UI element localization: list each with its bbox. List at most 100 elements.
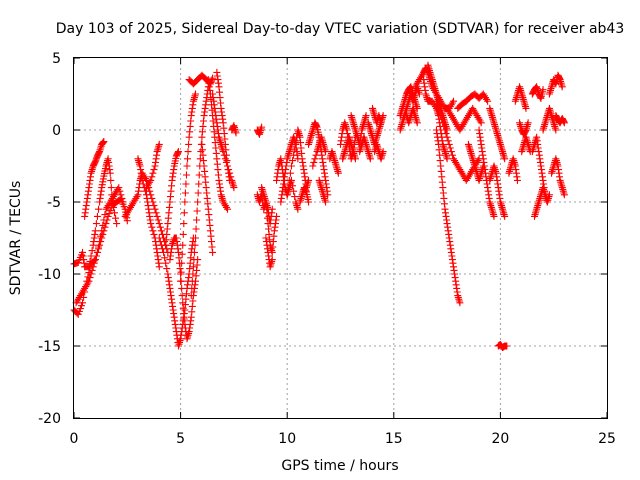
data-point bbox=[148, 223, 156, 231]
data-point bbox=[268, 256, 276, 264]
series-arc-62 bbox=[548, 155, 568, 199]
data-point bbox=[91, 256, 99, 264]
data-point bbox=[116, 187, 124, 195]
data-point bbox=[178, 250, 186, 258]
series-arc-49 bbox=[475, 126, 498, 220]
data-point bbox=[113, 220, 121, 228]
series-arc-21 bbox=[258, 184, 281, 256]
x-tick-label: 10 bbox=[278, 431, 296, 447]
y-tick-label: -20 bbox=[38, 411, 61, 427]
data-point bbox=[230, 184, 238, 192]
data-point bbox=[501, 212, 509, 220]
data-point bbox=[156, 238, 164, 246]
data-point bbox=[182, 180, 190, 188]
series-arc-60 bbox=[539, 104, 560, 134]
data-point bbox=[149, 227, 157, 235]
data-point bbox=[106, 169, 114, 177]
data-point bbox=[109, 203, 117, 211]
plot-frame bbox=[73, 57, 608, 419]
data-point bbox=[445, 140, 453, 148]
data-point bbox=[190, 248, 198, 256]
y-tick-label: -5 bbox=[47, 195, 61, 211]
data-point bbox=[96, 238, 104, 246]
data-point bbox=[195, 171, 203, 179]
data-point bbox=[184, 155, 192, 163]
data-point bbox=[362, 112, 370, 120]
data-point bbox=[190, 256, 198, 264]
data-point bbox=[441, 126, 449, 134]
data-point bbox=[100, 138, 108, 146]
data-point bbox=[141, 187, 149, 195]
data-point bbox=[192, 225, 200, 233]
data-point bbox=[188, 277, 196, 285]
data-point bbox=[155, 263, 163, 271]
series-arc-55 bbox=[516, 119, 532, 138]
data-point bbox=[334, 169, 342, 177]
data-point bbox=[184, 148, 192, 156]
x-tick-label: 20 bbox=[491, 431, 509, 447]
data-point bbox=[161, 254, 169, 262]
data-point bbox=[177, 268, 185, 276]
y-tick-label: 5 bbox=[52, 51, 61, 67]
data-point bbox=[209, 248, 217, 256]
data-point bbox=[501, 155, 509, 163]
data-point bbox=[155, 234, 163, 242]
data-point bbox=[283, 191, 291, 199]
series-arc-29 bbox=[315, 176, 330, 206]
data-point bbox=[119, 198, 127, 206]
data-point bbox=[289, 182, 297, 190]
data-point bbox=[181, 189, 189, 197]
data-point bbox=[79, 299, 87, 307]
data-point bbox=[123, 217, 131, 225]
data-point bbox=[152, 209, 160, 217]
series-arc-58 bbox=[528, 83, 547, 102]
data-point bbox=[415, 90, 423, 98]
data-point bbox=[221, 155, 229, 163]
data-point bbox=[185, 140, 193, 148]
data-point bbox=[189, 263, 197, 271]
x-tick-label: 25 bbox=[598, 431, 616, 447]
data-point bbox=[118, 194, 126, 202]
data-point bbox=[435, 104, 443, 112]
data-point bbox=[440, 122, 448, 130]
y-axis-title: SDTVAR / TECUs bbox=[8, 181, 24, 296]
data-point bbox=[322, 148, 330, 156]
series-arc-59 bbox=[531, 184, 553, 220]
data-point bbox=[545, 191, 553, 199]
data-point bbox=[187, 292, 195, 300]
data-point bbox=[287, 162, 295, 170]
data-point bbox=[524, 119, 532, 127]
series-arc-18 bbox=[228, 122, 240, 137]
tick-labels: 0 5 10 15 20 25 -20 -15 -10 -5 0 5 bbox=[38, 51, 616, 447]
data-point bbox=[192, 234, 200, 242]
data-point bbox=[286, 169, 294, 177]
data-point bbox=[273, 212, 281, 220]
data-point bbox=[88, 247, 96, 255]
data-point bbox=[155, 220, 163, 228]
data-point bbox=[95, 243, 103, 251]
data-point bbox=[92, 220, 100, 228]
data-point bbox=[188, 284, 196, 292]
data-point bbox=[86, 257, 94, 265]
series-arc-39 bbox=[396, 83, 421, 120]
data-point bbox=[224, 162, 232, 170]
x-tick-label: 5 bbox=[176, 431, 185, 447]
data-point bbox=[182, 171, 190, 179]
data-point bbox=[291, 146, 299, 154]
data-point bbox=[193, 216, 201, 224]
data-point bbox=[115, 184, 123, 192]
data-point bbox=[155, 140, 163, 148]
series-arc-19 bbox=[253, 123, 266, 138]
data-point bbox=[434, 101, 442, 109]
data-point bbox=[220, 151, 228, 159]
data-point bbox=[195, 180, 203, 188]
data-point bbox=[311, 155, 319, 163]
data-point bbox=[449, 97, 457, 105]
data-point bbox=[309, 162, 317, 170]
data-point bbox=[413, 119, 421, 127]
y-tick-label: 0 bbox=[52, 123, 61, 139]
data-point bbox=[138, 176, 146, 184]
data-point bbox=[437, 112, 445, 120]
data-point bbox=[194, 189, 202, 197]
